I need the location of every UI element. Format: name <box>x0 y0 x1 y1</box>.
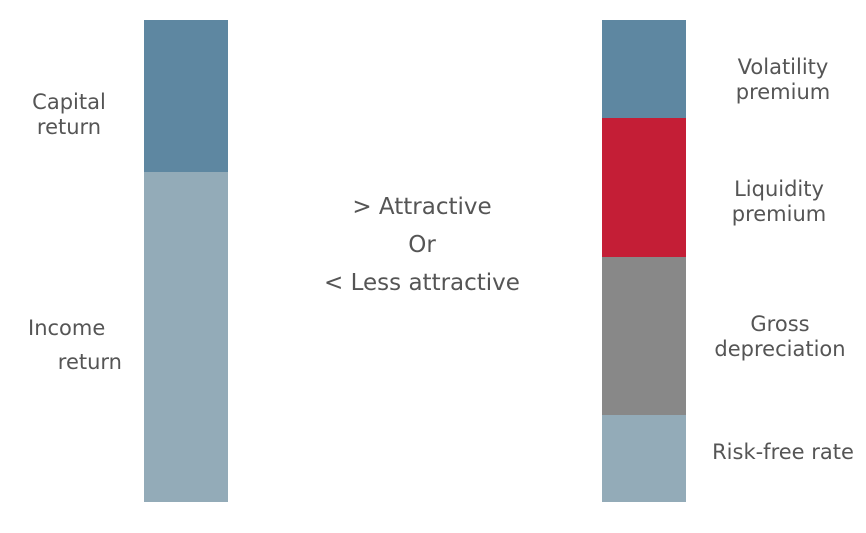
liquidity-premium-label: Liquidity premium <box>712 177 846 227</box>
liquidity-premium-label-line2: premium <box>731 202 827 226</box>
attractive-text: > Attractive <box>352 194 492 220</box>
volatility-premium-label-line2: premium <box>735 80 831 104</box>
gross-depreciation-label-line2: depreciation <box>714 337 846 361</box>
income-return-label-line1: Income <box>28 316 106 340</box>
income-return-label-line2: return <box>57 350 122 374</box>
volatility-premium-label-line1: Volatility <box>737 55 829 79</box>
risk-free-rate-label: Risk-free rate <box>712 440 854 464</box>
capital-return-label-line1: Capital <box>32 90 106 114</box>
capital-return-label-line2: return <box>36 115 102 139</box>
gross-depreciation-segment <box>602 257 686 415</box>
risk-free-rate-segment <box>602 415 686 502</box>
volatility-premium-segment <box>602 20 686 118</box>
less-attractive-text: < Less attractive <box>324 270 520 296</box>
gross-depreciation-label-line1: Gross <box>750 312 810 336</box>
income-return-segment <box>144 172 228 502</box>
gross-depreciation-label: Gross depreciation <box>704 312 856 362</box>
capital-return-label: Capital return <box>24 90 114 140</box>
volatility-premium-label: Volatility premium <box>716 55 850 105</box>
capital-return-segment <box>144 20 228 172</box>
liquidity-premium-segment <box>602 118 686 257</box>
income-return-label: Income return <box>22 316 122 375</box>
or-text: Or <box>408 232 436 258</box>
liquidity-premium-label-line1: Liquidity <box>734 177 824 201</box>
